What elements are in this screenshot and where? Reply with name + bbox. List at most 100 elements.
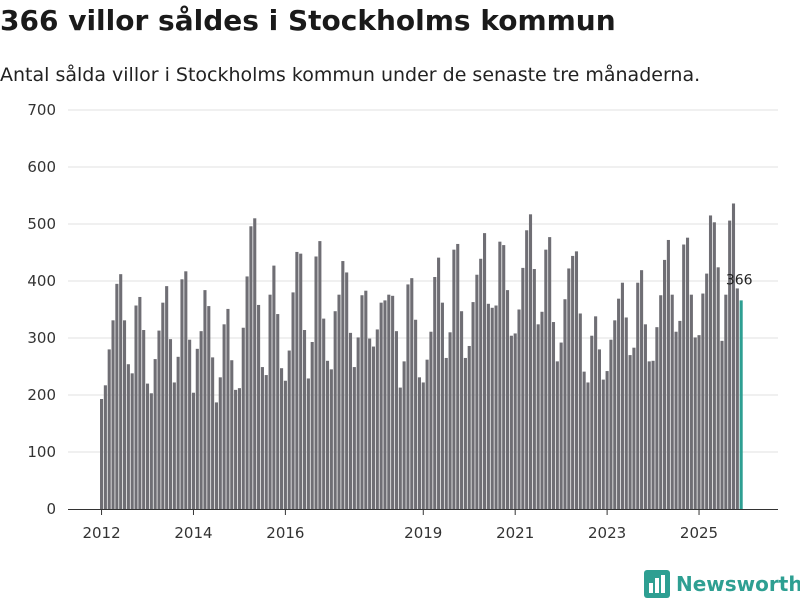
y-tick-label: 300 <box>27 329 56 347</box>
bar <box>640 270 644 509</box>
bar <box>348 332 353 509</box>
bar <box>705 273 709 509</box>
bar-latest <box>739 300 743 509</box>
bar <box>571 255 575 509</box>
bar <box>207 306 211 509</box>
y-axis: 0 100 200 300 400 500 600 700 <box>27 101 56 518</box>
bar <box>368 338 372 509</box>
bar <box>364 290 368 509</box>
bar <box>310 341 314 509</box>
bar <box>617 298 621 509</box>
bar <box>425 359 429 509</box>
y-tick-label: 200 <box>27 386 56 404</box>
bar <box>337 294 341 509</box>
bar <box>115 283 119 509</box>
bar <box>276 314 280 509</box>
bar <box>145 383 150 509</box>
bar <box>471 302 475 509</box>
bar <box>502 245 506 509</box>
bar <box>666 239 670 509</box>
bar <box>678 320 682 509</box>
bar <box>655 327 659 509</box>
bar <box>226 308 230 509</box>
highlight-data-label: 366 <box>726 272 753 288</box>
bar <box>352 367 356 509</box>
bar <box>138 296 142 509</box>
bar <box>195 348 199 509</box>
bar <box>544 249 548 509</box>
bar <box>214 402 218 509</box>
bar <box>142 330 146 509</box>
bar <box>620 282 624 509</box>
bar <box>103 385 107 509</box>
x-tick-label: 2014 <box>174 524 212 542</box>
bar <box>509 335 513 509</box>
bar <box>659 295 663 509</box>
bar <box>601 379 605 509</box>
x-tick-label: 2016 <box>266 524 304 542</box>
bar <box>302 330 307 509</box>
bar <box>318 241 322 509</box>
bar <box>130 373 134 509</box>
bar <box>574 251 579 510</box>
bar <box>421 382 425 509</box>
bar <box>134 305 138 509</box>
bar <box>172 382 176 509</box>
bar <box>333 311 337 509</box>
bar <box>440 302 444 509</box>
bar <box>253 218 257 510</box>
bar <box>379 302 383 509</box>
bar <box>559 342 563 509</box>
bar <box>230 360 234 509</box>
bar <box>314 256 318 509</box>
bar <box>670 294 674 509</box>
bar <box>490 307 494 509</box>
bar <box>153 359 157 509</box>
bar <box>295 251 299 509</box>
bar <box>191 392 196 509</box>
bar <box>287 350 291 509</box>
bar <box>341 261 345 509</box>
bar <box>245 276 249 509</box>
bar <box>498 241 502 510</box>
bar <box>724 294 728 509</box>
bar <box>651 360 655 509</box>
bar <box>636 282 640 509</box>
bar <box>371 346 376 509</box>
bar <box>126 364 130 509</box>
x-tick-label: 2021 <box>496 524 534 542</box>
bar <box>712 222 716 510</box>
bar <box>540 311 544 509</box>
bar <box>391 295 395 509</box>
bar <box>505 290 510 509</box>
bar <box>222 324 226 509</box>
bar <box>735 288 739 509</box>
bar <box>203 290 207 509</box>
bar <box>582 371 586 509</box>
bar <box>551 322 556 509</box>
x-tick-label: 2025 <box>680 524 718 542</box>
bar <box>383 300 387 509</box>
bar <box>728 220 732 509</box>
bar <box>180 279 184 509</box>
bar <box>119 274 123 509</box>
bar <box>268 294 272 509</box>
x-tick-label: 2019 <box>404 524 442 542</box>
bar <box>720 340 724 509</box>
y-tick-label: 100 <box>27 443 56 461</box>
bar <box>594 316 598 509</box>
bar <box>107 349 111 509</box>
bar <box>398 387 402 509</box>
y-tick-label: 400 <box>27 272 56 290</box>
bar <box>460 311 464 509</box>
bar <box>682 244 686 509</box>
x-axis: 2012 2014 2016 2019 2021 2023 2025 <box>68 509 778 542</box>
bar <box>689 294 693 509</box>
x-tick-label: 2023 <box>588 524 626 542</box>
bar <box>716 267 720 509</box>
bar <box>406 284 410 509</box>
bar <box>563 299 567 509</box>
y-tick-label: 500 <box>27 215 56 233</box>
bar <box>122 320 127 509</box>
